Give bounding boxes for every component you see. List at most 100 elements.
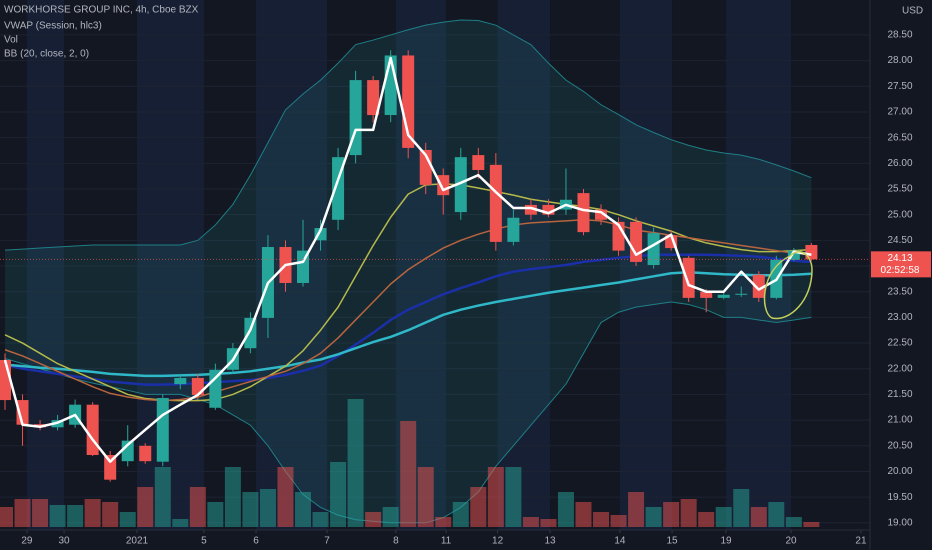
volume-bar	[750, 507, 767, 527]
y-tick-label: 20.00	[887, 466, 912, 477]
indicator-label: VWAP (Session, hlc3)	[4, 21, 102, 32]
volume-bar	[663, 502, 680, 527]
candle-body	[0, 360, 11, 401]
indicator-line	[4, 270, 812, 378]
volume-bar	[119, 512, 136, 527]
y-tick-label: 22.00	[887, 363, 912, 374]
candle-body	[805, 244, 818, 260]
x-tick-label: 11	[441, 536, 452, 547]
volume-bar	[470, 487, 487, 527]
volume-bar	[540, 519, 557, 527]
volume-bar	[242, 492, 259, 527]
session-shade	[26, 0, 65, 530]
indicator-line	[4, 183, 812, 402]
last-price-box	[871, 251, 931, 278]
y-tick-label: 25.00	[887, 209, 912, 220]
volume-bar	[435, 517, 452, 527]
candle-body	[595, 209, 608, 220]
volume-bar	[452, 502, 469, 527]
y-tick-label: 19.00	[887, 517, 912, 528]
x-tick-label: 7	[324, 536, 330, 547]
candle-body	[647, 233, 660, 265]
band-line	[4, 19, 812, 251]
volume-bar	[207, 502, 224, 527]
candle-body	[524, 204, 537, 215]
volume-bar	[137, 487, 154, 527]
volume-bar	[593, 512, 610, 527]
countdown-label: 02:52:58	[881, 265, 920, 276]
candle-body	[472, 155, 485, 170]
x-tick-label: 19	[720, 536, 732, 547]
annotation-shape	[763, 251, 813, 320]
candle-body	[367, 80, 380, 116]
indicator-line	[3, 56, 812, 463]
session-shade	[619, 0, 673, 530]
x-tick-label: 6	[253, 536, 259, 547]
volume-bar	[417, 467, 434, 527]
y-tick-label: 24.50	[887, 235, 912, 246]
volume-bar	[84, 499, 101, 527]
currency-label: USD	[902, 6, 923, 17]
y-tick-label: 28.50	[887, 30, 912, 41]
volume-bar	[487, 467, 504, 527]
y-tick-label: 22.50	[887, 338, 912, 349]
session-shade	[137, 0, 204, 530]
y-tick-label: 28.00	[887, 55, 912, 66]
candle-body	[156, 398, 169, 462]
volume-bar	[347, 399, 364, 527]
candle-body	[752, 274, 765, 298]
x-tick-label: 12	[492, 536, 504, 547]
volume-bar	[259, 489, 276, 527]
y-tick-label: 20.50	[887, 440, 912, 451]
indicator-label: BB (20, close, 2, 0)	[4, 49, 89, 60]
volume-bar	[610, 515, 627, 527]
x-tick-label: 2021	[126, 536, 149, 547]
candle-body	[700, 291, 713, 298]
candle-body	[174, 377, 187, 385]
y-tick-label: 26.00	[887, 158, 912, 169]
candle-body	[104, 455, 117, 480]
candle-body	[121, 440, 134, 462]
candle-body	[542, 204, 555, 215]
candle-body	[717, 294, 730, 298]
volume-bar	[505, 467, 522, 527]
volume-bar	[785, 517, 802, 527]
volume-bar	[382, 507, 399, 527]
y-tick-label: 27.50	[887, 81, 912, 92]
candle-body	[437, 175, 450, 196]
y-tick-label: 21.50	[887, 389, 912, 400]
candle-body	[16, 400, 29, 425]
volume-bar	[628, 492, 645, 527]
candle-body	[489, 164, 502, 242]
volume-bar	[645, 507, 662, 527]
y-tick-label: 23.00	[887, 312, 912, 323]
volume-bar	[172, 519, 189, 527]
volume-bar	[330, 462, 347, 527]
candle-body	[244, 317, 257, 349]
volume-bar	[733, 489, 750, 527]
volume-bar	[312, 512, 329, 527]
volume-bar	[295, 492, 312, 527]
y-tick-label: 21.00	[887, 415, 912, 426]
last-price-label: 24.13	[887, 253, 912, 264]
x-tick-label: 8	[393, 536, 399, 547]
chart-title: WORKHORSE GROUP INC, 4h, Cboe BZX	[4, 5, 199, 16]
x-tick-label: 30	[59, 536, 71, 547]
candle-body	[577, 193, 590, 233]
y-tick-label: 26.50	[887, 132, 912, 143]
volume-bar	[400, 421, 417, 527]
candle-body	[682, 257, 695, 298]
candle-body	[86, 404, 99, 456]
volume-bar	[768, 502, 785, 527]
volume-bar	[102, 502, 119, 527]
volume-bar	[224, 467, 241, 527]
x-tick-label: 15	[666, 536, 678, 547]
y-tick-label: 23.50	[887, 286, 912, 297]
x-tick-label: 21	[855, 536, 867, 547]
indicator-label: Vol	[4, 35, 18, 46]
volume-bar	[803, 522, 820, 527]
volume-bar	[277, 467, 294, 527]
candle-body	[139, 445, 152, 462]
